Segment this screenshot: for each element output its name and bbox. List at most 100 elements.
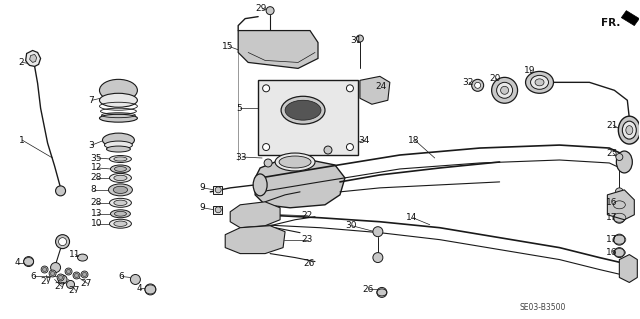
Ellipse shape	[99, 93, 138, 107]
Circle shape	[614, 212, 625, 223]
Circle shape	[492, 78, 518, 103]
Circle shape	[497, 82, 513, 98]
Circle shape	[24, 256, 34, 267]
Text: 31: 31	[350, 36, 362, 45]
Ellipse shape	[111, 165, 131, 173]
Text: 27: 27	[81, 279, 92, 288]
Text: 27: 27	[40, 277, 52, 286]
Text: 12: 12	[90, 163, 102, 173]
Ellipse shape	[535, 79, 544, 86]
Polygon shape	[255, 160, 345, 208]
Text: 25: 25	[606, 149, 618, 158]
Circle shape	[65, 268, 72, 275]
Circle shape	[74, 273, 79, 278]
Circle shape	[500, 86, 509, 94]
Circle shape	[83, 272, 86, 277]
Ellipse shape	[109, 156, 131, 162]
Circle shape	[472, 79, 484, 91]
Text: 22: 22	[301, 211, 312, 220]
Text: 21: 21	[606, 121, 618, 130]
Ellipse shape	[115, 167, 127, 171]
Text: 29: 29	[255, 4, 266, 13]
Polygon shape	[213, 206, 222, 214]
Circle shape	[81, 271, 88, 278]
Text: 19: 19	[524, 66, 535, 75]
Ellipse shape	[616, 151, 632, 173]
Ellipse shape	[618, 116, 640, 144]
Polygon shape	[213, 186, 222, 194]
Circle shape	[67, 270, 70, 273]
Circle shape	[614, 248, 625, 257]
Ellipse shape	[102, 133, 134, 147]
Text: 34: 34	[358, 136, 369, 145]
Text: 30: 30	[345, 221, 356, 230]
Circle shape	[57, 274, 64, 281]
Text: 14: 14	[406, 213, 417, 222]
Circle shape	[56, 186, 65, 196]
Ellipse shape	[109, 174, 131, 182]
Circle shape	[475, 82, 481, 88]
Ellipse shape	[113, 186, 127, 193]
Text: 2: 2	[19, 58, 24, 67]
Text: 4: 4	[136, 284, 142, 293]
Text: 16: 16	[606, 198, 618, 207]
Text: 35: 35	[90, 153, 102, 162]
Circle shape	[356, 35, 364, 42]
Text: 10: 10	[90, 219, 102, 228]
Text: 27: 27	[68, 286, 80, 295]
Ellipse shape	[99, 114, 138, 122]
Ellipse shape	[114, 200, 127, 205]
Circle shape	[67, 280, 74, 288]
Text: 28: 28	[90, 174, 102, 182]
Circle shape	[614, 200, 625, 210]
Polygon shape	[620, 255, 637, 282]
Circle shape	[215, 187, 221, 193]
Ellipse shape	[111, 210, 131, 218]
Text: 11: 11	[68, 250, 80, 259]
Text: 6: 6	[31, 272, 36, 281]
Circle shape	[377, 287, 387, 297]
Text: 9: 9	[199, 203, 205, 212]
Text: 24: 24	[375, 82, 386, 91]
Circle shape	[324, 146, 332, 154]
Ellipse shape	[626, 126, 633, 135]
Ellipse shape	[281, 96, 325, 124]
Polygon shape	[225, 226, 285, 254]
Ellipse shape	[104, 141, 132, 149]
Circle shape	[346, 85, 353, 92]
Circle shape	[615, 188, 623, 196]
Ellipse shape	[115, 211, 127, 216]
Text: 4: 4	[15, 258, 20, 267]
Circle shape	[262, 144, 269, 151]
Circle shape	[131, 274, 140, 285]
Ellipse shape	[114, 221, 127, 226]
Ellipse shape	[285, 100, 321, 120]
Circle shape	[59, 238, 67, 246]
Ellipse shape	[109, 198, 131, 207]
Text: 8: 8	[90, 185, 96, 194]
Ellipse shape	[106, 146, 131, 152]
Text: 1: 1	[19, 136, 24, 145]
Text: 17: 17	[606, 213, 618, 222]
Ellipse shape	[622, 121, 636, 139]
Text: 23: 23	[301, 235, 312, 244]
Circle shape	[373, 227, 383, 237]
Circle shape	[51, 271, 54, 276]
Circle shape	[373, 253, 383, 263]
Text: 20: 20	[490, 74, 501, 83]
Ellipse shape	[253, 174, 267, 196]
Polygon shape	[607, 190, 634, 220]
Ellipse shape	[275, 153, 315, 171]
Ellipse shape	[279, 156, 311, 168]
Circle shape	[346, 144, 353, 151]
Circle shape	[73, 272, 80, 279]
Ellipse shape	[525, 71, 554, 93]
Text: 6: 6	[118, 272, 124, 281]
Circle shape	[614, 234, 625, 245]
Circle shape	[58, 275, 67, 284]
Text: 18: 18	[408, 136, 419, 145]
Text: 26: 26	[362, 285, 373, 294]
Ellipse shape	[99, 79, 138, 101]
Polygon shape	[230, 202, 280, 228]
Text: 5: 5	[236, 104, 242, 113]
